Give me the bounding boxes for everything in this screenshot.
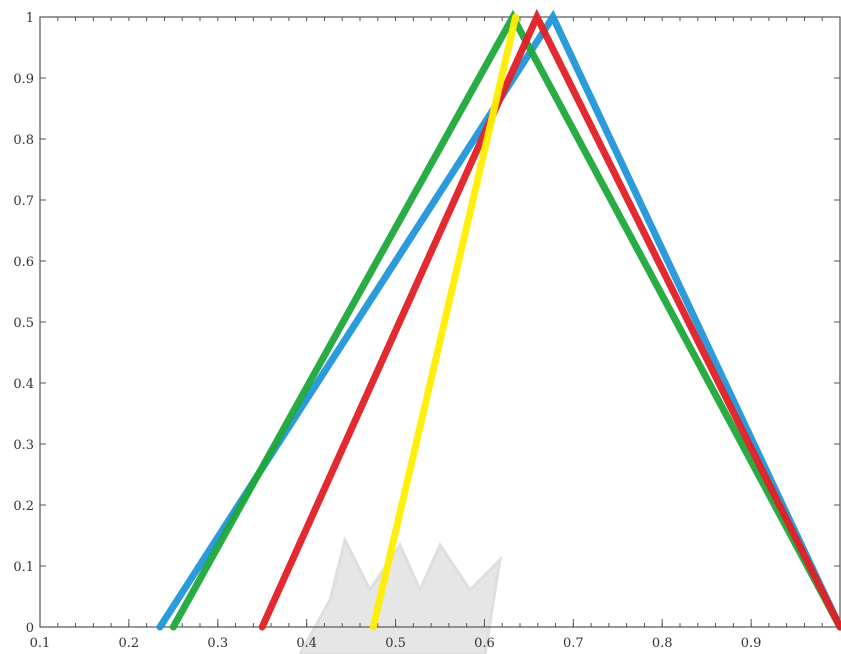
x-tick-label: 0.3	[207, 636, 228, 651]
x-tick-label: 0.6	[474, 636, 495, 651]
y-tick-label: 0.3	[13, 438, 34, 453]
plot-frame	[39, 16, 841, 628]
x-tick-label: 0.4	[296, 636, 317, 651]
series-line-2	[169, 9, 841, 631]
y-tick-label: 0.8	[13, 133, 34, 148]
series-line-4	[369, 13, 520, 631]
x-axis: 0.1 0.2 0.3 0.4 0.5 0.6 0.7 0.8 0.9	[30, 17, 841, 651]
series-line-1	[156, 9, 841, 631]
y-tick-label: 0.6	[13, 255, 34, 270]
plot-area	[39, 16, 841, 628]
x-tick-label: 0.2	[119, 636, 140, 651]
y-tick-label: 0.1	[13, 560, 34, 575]
y-tick-label: 0.7	[13, 194, 34, 209]
x-tick-label: 0.7	[563, 636, 584, 651]
series-layer	[156, 8, 841, 631]
y-tick-label: 0.2	[13, 499, 34, 514]
watermark-logo	[298, 535, 503, 654]
y-tick-label: 0.4	[13, 377, 34, 392]
x-tick-label: 0.8	[652, 636, 673, 651]
y-tick-label: 0.9	[13, 72, 34, 87]
x-tick-label: 0.9	[741, 636, 762, 651]
x-tick-label: 0.1	[30, 636, 51, 651]
x-tick-label: 0.5	[385, 636, 406, 651]
y-tick-label: 0	[26, 621, 34, 636]
series-line-3	[258, 8, 841, 631]
y-axis: 0 0.1 0.2 0.3 0.4 0.5 0.6 0.7 0.8 0.9 1	[13, 11, 840, 636]
y-tick-label: 0.5	[13, 316, 34, 331]
y-tick-label: 1	[26, 11, 34, 26]
